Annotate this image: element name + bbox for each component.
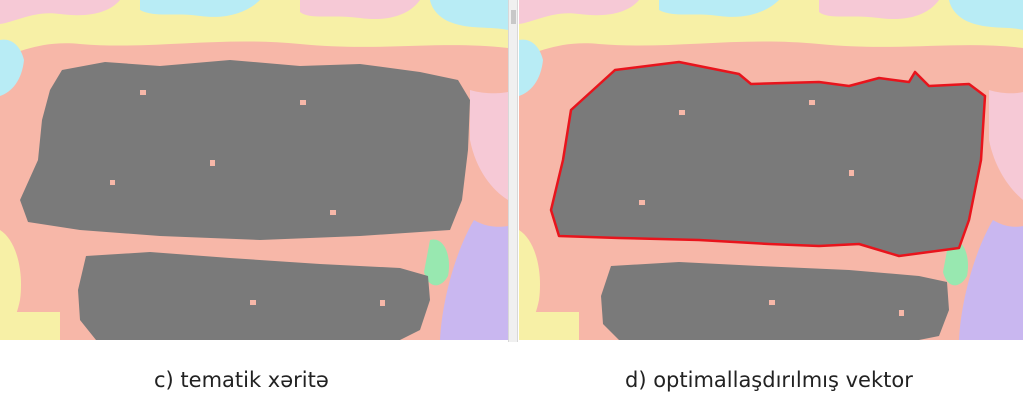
vertical-scrollbar[interactable] [508, 0, 518, 342]
optimized-vector-panel [519, 0, 1023, 340]
scrollbar-thumb[interactable] [511, 10, 516, 24]
optimized-vector-image [519, 0, 1023, 340]
caption-thematic-map: c) tematik xəritə [154, 368, 329, 392]
thematic-map-image [0, 0, 508, 340]
vector-outline [549, 60, 987, 258]
thematic-map-panel [0, 0, 508, 340]
caption-optimized-vector: d) optimallaşdırılmış vektor [625, 368, 913, 392]
